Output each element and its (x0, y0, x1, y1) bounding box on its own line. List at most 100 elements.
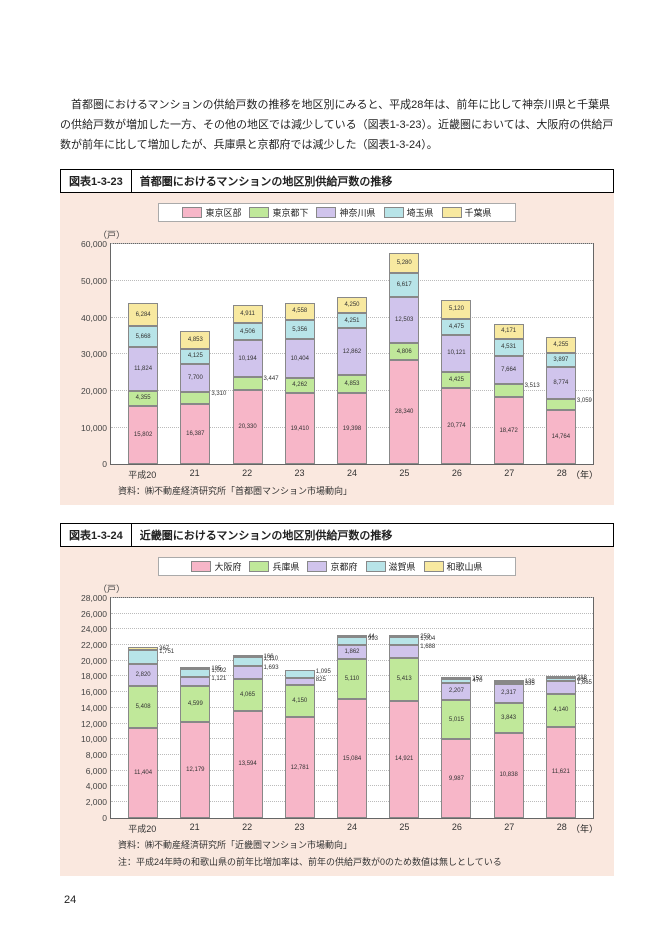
segment-value: 6,617 (397, 282, 412, 288)
segment-value: 3,310 (210, 391, 226, 397)
segment-value: 5,413 (397, 676, 412, 682)
segment-value: 152 (471, 676, 482, 682)
segment-value: 6,284 (136, 312, 151, 318)
y-tick-label: 20,000 (81, 386, 111, 396)
y-tick-label: 60,000 (81, 239, 111, 249)
bar: 15,8024,35511,8245,6686,284 (128, 303, 158, 464)
segment-value: 19,410 (291, 426, 309, 432)
bar: 12,1794,5991,1211,092185 (180, 667, 210, 818)
segment-value: 1,121 (210, 676, 226, 682)
segment-value: 367 (158, 646, 169, 652)
bar: 13,5944,0651,6931,110166 (233, 655, 263, 818)
segment-value: 8,774 (553, 380, 568, 386)
segment-value: 4,255 (553, 342, 568, 348)
bar: 19,3984,85312,8624,2514,250 (337, 297, 367, 464)
x-tick-label: 24 (337, 822, 367, 835)
y-tick-label: 12,000 (81, 719, 111, 729)
segment-value: 4,475 (449, 324, 464, 330)
segment-value: 185 (210, 666, 221, 672)
segment-value: 12,179 (186, 767, 204, 773)
segment-value: 3,059 (576, 398, 592, 404)
segment-value: 3,447 (263, 376, 279, 382)
y-tick-label: 50,000 (81, 276, 111, 286)
y-tick-label: 20,000 (81, 656, 111, 666)
y-tick-label: 24,000 (81, 624, 111, 634)
segment-value: 4,558 (292, 308, 307, 314)
figure-number: 図表1-3-23 (61, 170, 132, 192)
segment-value: 138 (524, 679, 535, 685)
bar: 20,3303,44710,1944,5064,911 (233, 305, 263, 464)
segment-value: 166 (263, 654, 274, 660)
legend-item: 京都府 (307, 560, 357, 573)
segment-value: 5,015 (449, 717, 464, 723)
segment-value: 7,700 (188, 375, 203, 381)
segment-value: 12,862 (343, 349, 361, 355)
chart-note: 注：平成24年時の和歌山県の前年比増加率は、前年の供給戸数が0のため数値は無しと… (118, 856, 604, 870)
segment-value: 5,668 (136, 334, 151, 340)
segment-value: 11,404 (134, 770, 152, 776)
x-tick-label: 平成20 (127, 468, 157, 481)
segment-value: 5,110 (345, 676, 360, 682)
y-tick-label: 40,000 (81, 313, 111, 323)
legend: 東京区部東京都下神奈川県埼玉県千葉県 (158, 203, 515, 222)
segment-value: 4,599 (188, 701, 203, 707)
x-tick-label: 25 (389, 822, 419, 835)
y-tick-label: 2,000 (86, 797, 111, 807)
x-tick-label: 平成20 (127, 822, 157, 835)
segment-value: 825 (315, 677, 326, 683)
x-axis: 平成202122232425262728 (110, 465, 594, 481)
y-unit: （戸） (98, 228, 604, 241)
segment-value: 14,921 (395, 756, 413, 762)
y-tick-label: 6,000 (86, 766, 111, 776)
segment-value: 4,140 (553, 707, 568, 713)
y-unit: （戸） (98, 582, 604, 595)
segment-value: 2,317 (501, 690, 516, 696)
bar: 18,4723,5137,6644,5314,171 (494, 324, 524, 465)
segment-value: 4,065 (240, 692, 255, 698)
segment-value: 18,472 (499, 428, 517, 434)
segment-value: 20,330 (238, 424, 256, 430)
y-tick-label: 18,000 (81, 671, 111, 681)
segment-value: 1,862 (344, 649, 359, 655)
y-tick-label: 30,000 (81, 349, 111, 359)
segment-value: 4,506 (240, 329, 255, 335)
legend-item: 埼玉県 (384, 206, 434, 219)
segment-value: 253 (419, 634, 430, 640)
x-tick-label: 22 (232, 468, 262, 481)
y-tick-label: 0 (102, 459, 111, 469)
segment-value: 4,853 (344, 381, 359, 387)
bar: 10,8383,8432,317335138 (494, 680, 524, 818)
y-tick-label: 8,000 (86, 750, 111, 760)
legend-item: 東京都下 (249, 206, 308, 219)
bar: 11,6214,1401,665406218 (546, 676, 576, 818)
figure-title: 近畿圏におけるマンションの地区別供給戸数の推移 (132, 524, 613, 546)
segment-value: 10,404 (291, 356, 309, 362)
legend-item: 和歌山県 (424, 560, 483, 573)
legend-item: 兵庫県 (249, 560, 299, 573)
segment-value: 11,824 (134, 366, 152, 372)
segment-value: 5,280 (397, 260, 412, 266)
segment-value: 4,171 (501, 328, 516, 334)
segment-value: 13,594 (238, 761, 256, 767)
segment-value: 4,806 (397, 349, 412, 355)
segment-value: 5,356 (292, 327, 307, 333)
segment-value: 4,911 (240, 311, 255, 317)
y-tick-label: 10,000 (81, 423, 111, 433)
x-tick-label: 27 (494, 822, 524, 835)
segment-value: 4,150 (292, 698, 307, 704)
chart-2: 図表1-3-24近畿圏におけるマンションの地区別供給戸数の推移大阪府兵庫県京都府… (60, 523, 614, 876)
bar: 12,7814,1508251,095 (285, 670, 315, 818)
x-tick-label: 22 (232, 822, 262, 835)
x-axis: 平成202122232425262728 (110, 819, 594, 835)
segment-value: 4,251 (344, 318, 359, 324)
segment-value: 1,095 (315, 669, 331, 675)
x-tick-label: 26 (442, 822, 472, 835)
segment-value: 19,398 (343, 426, 361, 432)
legend-item: 滋賀県 (366, 560, 416, 573)
y-tick-label: 0 (102, 813, 111, 823)
bar: 28,3404,80612,5036,6175,280 (389, 253, 419, 464)
y-tick-label: 16,000 (81, 687, 111, 697)
segment-value: 20,774 (447, 423, 465, 429)
plot-area: 010,00020,00030,00040,00050,00060,00015,… (110, 243, 594, 465)
segment-value: 218 (576, 675, 587, 681)
